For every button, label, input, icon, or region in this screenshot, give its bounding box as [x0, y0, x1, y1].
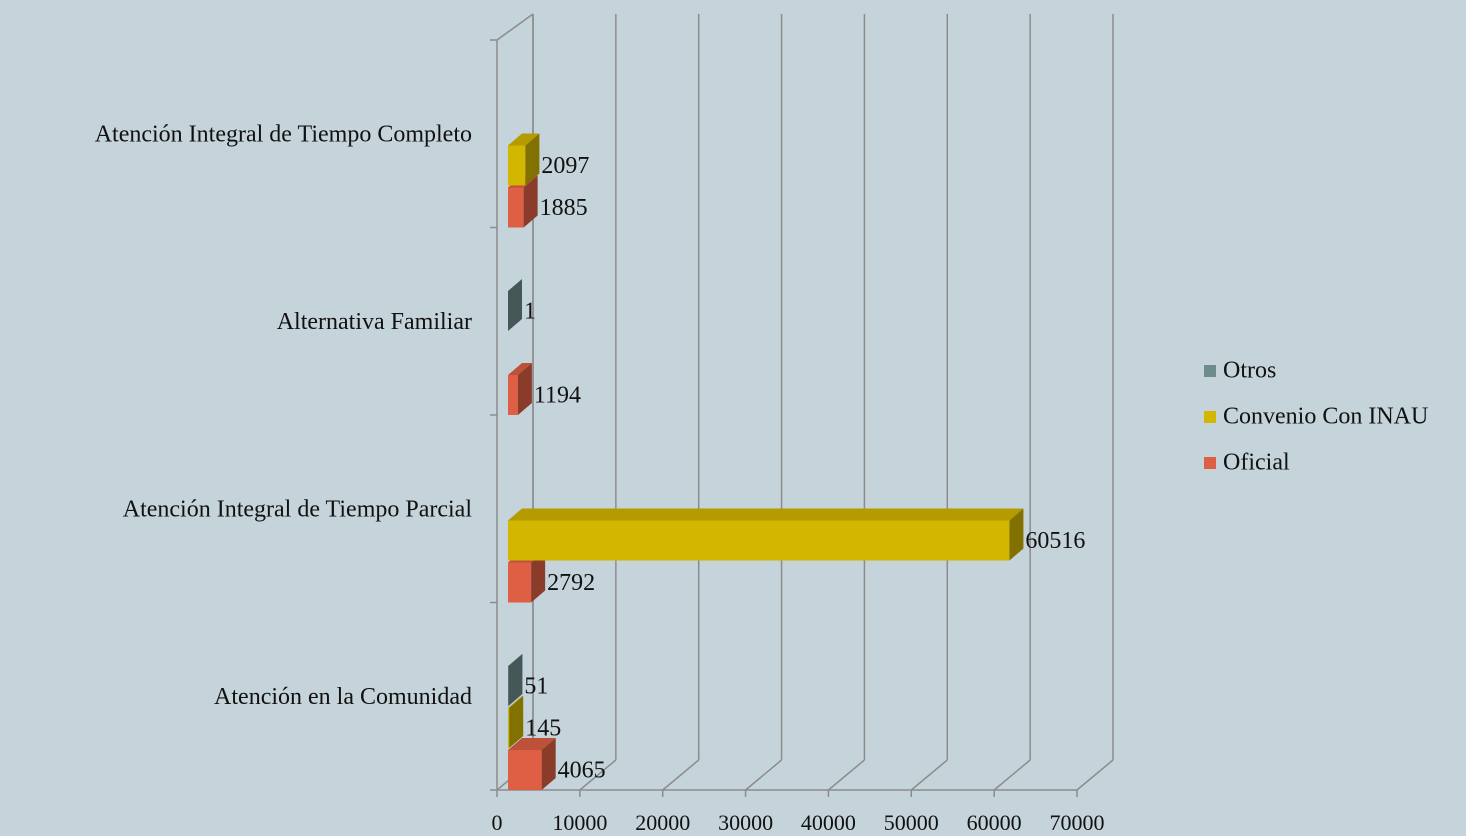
bar	[508, 375, 518, 415]
data-label: 1	[524, 299, 536, 325]
axis-line	[496, 13, 534, 41]
category-label: Atención Integral de Tiempo Parcial	[123, 496, 473, 522]
bar-top	[508, 738, 556, 750]
x-tick-label: 40000	[801, 810, 856, 835]
bar	[508, 750, 542, 790]
category-label: Atención Integral de Tiempo Completo	[95, 121, 472, 147]
legend-swatch	[1204, 411, 1216, 423]
bar-side	[508, 279, 523, 331]
grid-line	[993, 759, 1031, 791]
x-tick-label: 30000	[718, 810, 773, 835]
data-label: 4065	[558, 758, 606, 784]
legend-label: Oficial	[1223, 450, 1290, 476]
data-label: 1885	[540, 195, 588, 221]
bar-top	[508, 279, 523, 291]
x-tick-label: 10000	[552, 810, 607, 835]
category-label: Alternativa Familiar	[277, 309, 472, 335]
legend-label: Otros	[1223, 358, 1276, 384]
x-tick-label: 60000	[967, 810, 1022, 835]
bar-top	[508, 508, 1024, 521]
bar	[508, 145, 526, 186]
grid-line	[579, 759, 617, 791]
legend-swatch	[1204, 365, 1216, 377]
legend-swatch	[1204, 457, 1216, 469]
bar	[508, 520, 1010, 561]
legend-label: Convenio Con INAU	[1223, 404, 1428, 430]
category-label: Atención en la Comunidad	[214, 684, 472, 710]
bar-top	[508, 363, 532, 375]
bar-side	[509, 696, 524, 748]
data-label: 60516	[1025, 528, 1085, 554]
bar-side	[508, 654, 523, 706]
bar-side	[541, 738, 556, 790]
bar	[508, 562, 532, 603]
x-tick-label: 0	[492, 810, 503, 835]
bar-top	[508, 696, 524, 708]
bar-side	[531, 550, 546, 603]
bar-top	[508, 133, 540, 146]
data-label: 51	[524, 674, 548, 700]
data-label: 145	[525, 716, 561, 742]
x-tick-label: 50000	[884, 810, 939, 835]
grid-line	[827, 759, 865, 791]
grid-line	[662, 759, 700, 791]
bar	[508, 708, 510, 748]
grid-line	[1076, 759, 1114, 791]
grid-line	[910, 759, 948, 791]
legend: Otros Convenio Con INAU Oficial	[1204, 358, 1428, 476]
bar-side	[1009, 508, 1024, 561]
grid-line	[745, 759, 783, 791]
x-tick-label: 20000	[635, 810, 690, 835]
data-label: 2097	[541, 153, 589, 179]
bar-top	[508, 654, 523, 666]
bar-side	[525, 133, 540, 186]
bar-side	[523, 175, 538, 228]
x-tick-label: 70000	[1050, 810, 1105, 835]
bar-side	[517, 363, 532, 415]
data-label: 2792	[547, 570, 595, 596]
bar	[508, 187, 524, 228]
data-label: 1194	[534, 383, 581, 409]
